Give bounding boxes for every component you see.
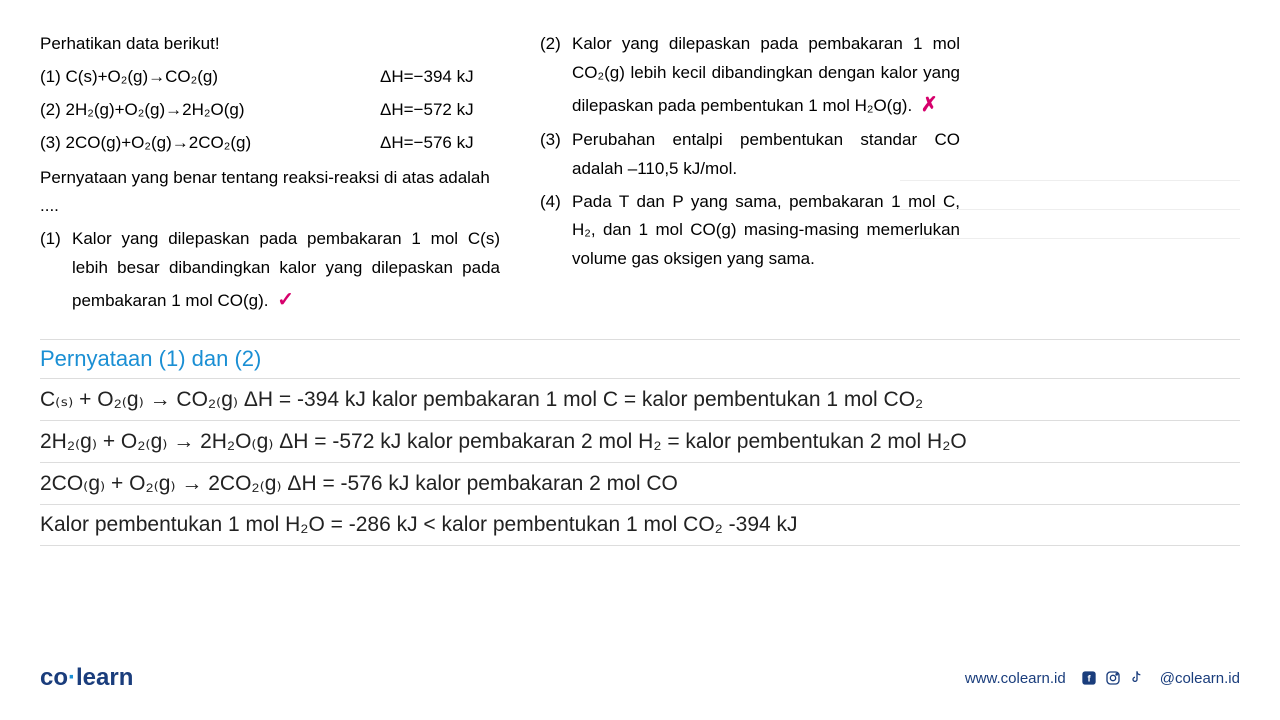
option-2: (2) Kalor yang dilepaskan pada pembakara…: [540, 30, 960, 122]
tiktok-icon: [1128, 669, 1146, 687]
check-icon: ✓: [277, 283, 294, 317]
footer-handle: @colearn.id: [1160, 670, 1240, 687]
solution-line-1: C₍ₛ₎ + O₂₍g₎ → CO₂₍g₎ ΔH = -394 kJ kalor…: [40, 379, 1240, 421]
statement-intro: Pernyataan yang benar tentang reaksi-rea…: [40, 164, 500, 222]
solution-line-4: Kalor pembentukan 1 mol H₂O = -286 kJ < …: [40, 505, 1240, 546]
cross-icon: ✗: [921, 88, 938, 122]
option-1: (1) Kalor yang dilepaskan pada pembakara…: [40, 225, 500, 317]
ruled-lines: [900, 180, 1240, 267]
solution-line-3: 2CO₍g₎ + O₂₍g₎ → 2CO₂₍g₎ ΔH = -576 kJ ka…: [40, 463, 1240, 505]
equation-2: (2) 2H₂(g)+O₂(g)→2H₂O(g) ΔH=−572 kJ: [40, 96, 500, 125]
equation-3: (3) 2CO(g)+O₂(g)→2CO₂(g) ΔH=−576 kJ: [40, 129, 500, 158]
instagram-icon: [1104, 669, 1122, 687]
facebook-icon: f: [1080, 669, 1098, 687]
footer-url: www.colearn.id: [965, 670, 1066, 687]
intro-text: Perhatikan data berikut!: [40, 30, 500, 59]
logo: co·learn: [40, 664, 133, 692]
footer: co·learn www.colearn.id f @colearn.id: [40, 664, 1240, 692]
option-4: (4) Pada T dan P yang sama, pembakaran 1…: [540, 188, 960, 275]
equation-1: (1) C(s)+O₂(g)→CO₂(g) ΔH=−394 kJ: [40, 63, 500, 92]
solution-line-2: 2H₂₍g₎ + O₂₍g₎ → 2H₂O₍g₎ ΔH = -572 kJ ka…: [40, 421, 1240, 463]
option-3: (3) Perubahan entalpi pembentukan standa…: [540, 126, 960, 184]
solution-section: Pernyataan (1) dan (2) C₍ₛ₎ + O₂₍g₎ → CO…: [40, 339, 1240, 546]
solution-title: Pernyataan (1) dan (2): [40, 339, 1240, 379]
